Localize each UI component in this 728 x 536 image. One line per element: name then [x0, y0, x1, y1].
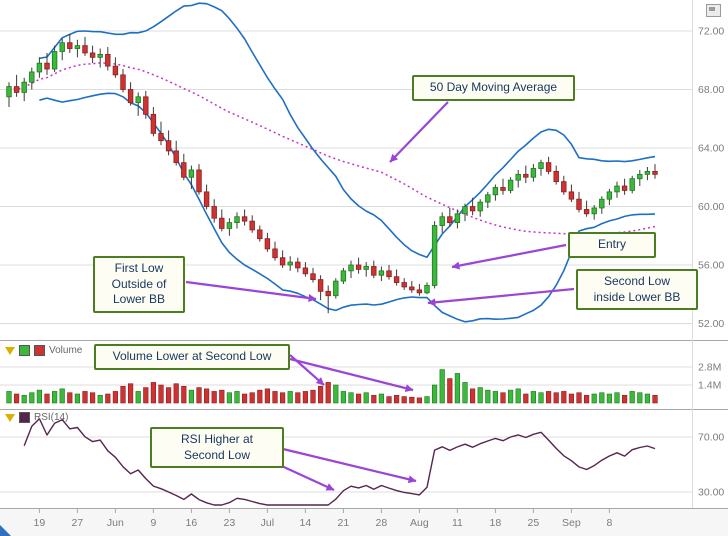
svg-text:14: 14 — [300, 517, 312, 529]
volume-panel-legend: Volume — [5, 345, 82, 356]
second-low-annotation-arrow[interactable] — [427, 287, 575, 307]
ma-annotation-arrow[interactable] — [389, 101, 449, 163]
rsi-swatch — [19, 412, 30, 423]
scroll-corner-icon[interactable] — [0, 525, 11, 536]
svg-text:9: 9 — [150, 517, 156, 529]
svg-text:52.00: 52.00 — [698, 318, 724, 330]
svg-text:30.00: 30.00 — [698, 487, 724, 499]
svg-text:18: 18 — [490, 517, 502, 529]
volume-down-swatch — [34, 345, 45, 356]
svg-text:28: 28 — [376, 517, 388, 529]
svg-text:70.00: 70.00 — [698, 432, 724, 444]
price-series-layer — [6, 2, 658, 323]
svg-text:60.00: 60.00 — [698, 201, 724, 213]
grid-layer — [0, 0, 728, 513]
svg-text:11: 11 — [452, 517, 463, 529]
svg-text:Jul: Jul — [261, 517, 274, 529]
rsi-collapse-icon[interactable] — [5, 413, 15, 422]
first-low-annotation-arrow[interactable] — [185, 280, 317, 302]
svg-text:2.8M: 2.8M — [698, 361, 721, 373]
entry-annotation-arrow[interactable] — [451, 243, 567, 270]
svg-text:Jun: Jun — [107, 517, 124, 529]
volume-legend-label: Volume — [49, 345, 83, 356]
chart-menu-icon[interactable] — [706, 4, 721, 17]
first-low-annotation[interactable]: First Low Outside of Lower BB — [93, 256, 185, 313]
rsi-series-layer — [23, 418, 656, 506]
svg-text:72.00: 72.00 — [698, 26, 724, 38]
volume-collapse-icon[interactable] — [5, 346, 15, 355]
svg-text:1.4M: 1.4M — [698, 379, 721, 391]
volume-second-low-arrow[interactable] — [289, 357, 414, 393]
svg-text:64.00: 64.00 — [698, 143, 724, 155]
svg-text:23: 23 — [224, 517, 236, 529]
svg-text:19: 19 — [34, 517, 46, 529]
svg-text:21: 21 — [338, 517, 350, 529]
second-low-annotation[interactable]: Second Low inside Lower BB — [576, 269, 698, 311]
svg-text:16: 16 — [186, 517, 198, 529]
annotation-arrows-layer[interactable] — [185, 101, 575, 491]
volume-annotation[interactable]: Volume Lower at Second Low — [94, 344, 290, 370]
volume-up-swatch — [19, 345, 30, 356]
svg-text:Sep: Sep — [562, 517, 581, 529]
rsi-panel-legend: RSI(14) — [5, 412, 68, 423]
rsi-second-low-arrow[interactable] — [282, 447, 417, 484]
svg-text:27: 27 — [72, 517, 84, 529]
svg-text:68.00: 68.00 — [698, 84, 724, 96]
volume-series-layer — [6, 369, 658, 404]
svg-text:25: 25 — [528, 517, 540, 529]
svg-text:56.00: 56.00 — [698, 260, 724, 272]
rsi-legend-label: RSI(14) — [34, 412, 69, 423]
entry-annotation[interactable]: Entry — [568, 232, 656, 258]
axis-labels-layer: 72.00 68.00 64.00 60.00 56.00 52.00 2.8M 1.4M 70… — [34, 26, 725, 530]
svg-text:8: 8 — [606, 517, 612, 529]
x-axis-strip — [0, 509, 728, 536]
moving-average-annotation[interactable]: 50 Day Moving Average — [412, 75, 575, 101]
rsi-annotation[interactable]: RSI Higher at Second Low — [150, 427, 284, 469]
svg-text:Aug: Aug — [410, 517, 429, 529]
